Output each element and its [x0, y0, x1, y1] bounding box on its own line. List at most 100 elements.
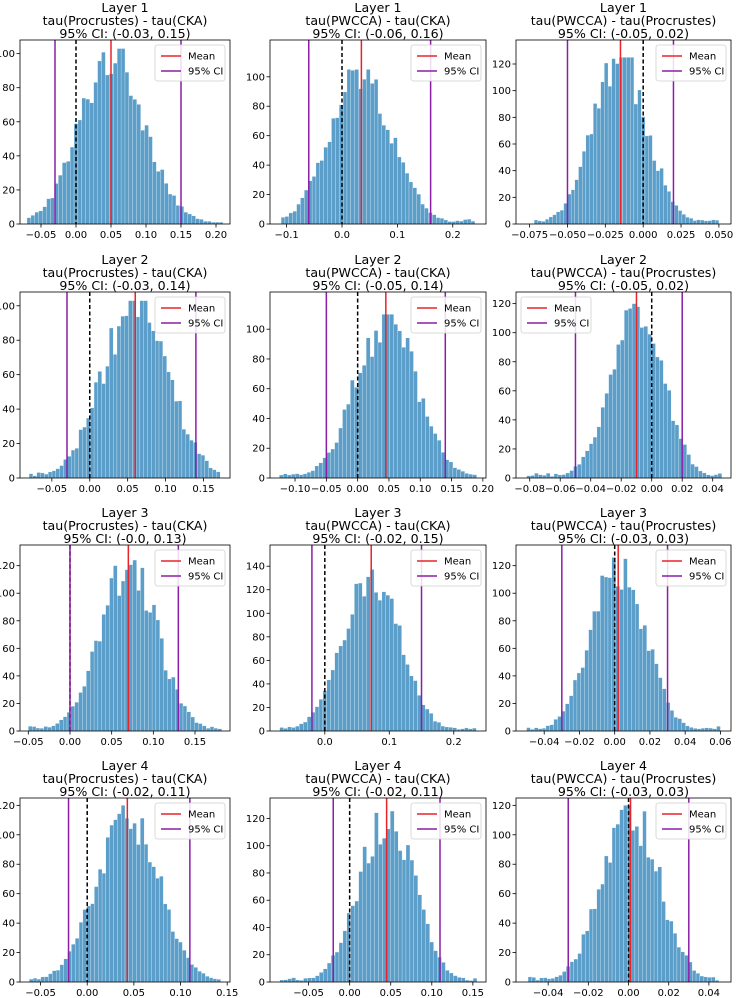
histogram-bar	[638, 628, 644, 732]
histogram-bar	[330, 669, 335, 732]
histogram-bar	[637, 89, 642, 225]
histogram-bar	[397, 850, 403, 983]
histogram-bar	[549, 724, 554, 732]
histogram-bar	[401, 654, 406, 732]
panel-ci-text: 95% CI: (-0.03, 0.14)	[59, 278, 190, 293]
legend: Mean 95% CI	[154, 802, 226, 840]
histogram-bar	[93, 640, 99, 732]
histogram-bar	[393, 137, 398, 225]
legend-box	[655, 44, 727, 82]
x-tick-label: 0.05	[123, 988, 145, 998]
histogram-bar	[314, 465, 319, 479]
histogram-bar	[433, 433, 438, 479]
histogram-bar	[34, 212, 39, 225]
histogram-bar	[124, 72, 130, 225]
histogram-bar	[334, 442, 339, 479]
histogram-bar	[120, 48, 126, 225]
y-tick-label: 120	[246, 814, 265, 825]
histogram-bar	[291, 977, 296, 983]
histogram-bar	[611, 827, 616, 983]
histogram-bar	[682, 444, 687, 479]
panel-title: Layer 4	[101, 758, 148, 773]
histogram-bar	[460, 471, 465, 479]
y-tick-label: 40	[2, 671, 15, 682]
histogram-bar	[646, 857, 651, 983]
legend-label: Mean	[188, 557, 215, 568]
histogram-bar	[623, 805, 628, 983]
histogram-bar	[619, 589, 624, 732]
histogram-bar	[669, 710, 675, 732]
histogram-bar	[148, 136, 153, 225]
histogram-bar	[124, 315, 129, 479]
histogram-bar	[326, 452, 331, 479]
histogram-bar	[370, 83, 375, 225]
y-tick-label: 80	[252, 102, 265, 113]
histogram-bar	[36, 472, 41, 479]
histogram-bar	[698, 470, 703, 479]
axes-frame	[19, 39, 231, 225]
x-tick-label: 0.00	[59, 737, 81, 748]
histogram-bar	[334, 652, 339, 732]
panel-subtitle: tau(PWCCA) - tau(Procrustes)	[531, 771, 717, 786]
histogram-bar	[33, 977, 38, 983]
histogram-bar	[140, 130, 145, 225]
y-tick-label: 100	[246, 325, 265, 336]
legend-box	[410, 549, 482, 587]
legend: Mean 95% CI	[520, 296, 592, 334]
histogram-bar	[90, 903, 95, 983]
legend-label: 95% CI	[444, 67, 479, 78]
x-tick-label: −0.10	[280, 484, 311, 495]
histogram-bar	[166, 371, 171, 479]
histogram-bar	[585, 450, 590, 479]
histogram-bar	[128, 564, 133, 732]
histogram-bar	[429, 713, 434, 732]
histogram-bar	[558, 975, 563, 983]
histogram-bar	[593, 103, 598, 225]
histogram-bar	[663, 185, 668, 225]
histogram-bar	[338, 427, 343, 479]
histogram-bar	[696, 219, 701, 225]
histogram-bars	[29, 805, 221, 983]
histogram-bar	[295, 473, 300, 479]
histogram-bar	[51, 725, 56, 732]
histogram-bar	[557, 474, 562, 479]
histogram-bar	[113, 565, 118, 732]
legend-label: Mean	[444, 52, 471, 63]
y-tick-label: 0	[259, 474, 265, 485]
histogram-bar	[311, 176, 317, 225]
x-tick-label: 0.10	[135, 230, 157, 241]
histogram-bar	[713, 474, 719, 479]
y-tick-label: 40	[2, 919, 15, 930]
histogram-bar	[159, 876, 164, 983]
histogram-bar	[342, 409, 347, 479]
panel-ci-text: 95% CI: (-0.06, 0.16)	[312, 26, 443, 41]
histogram-bar	[132, 559, 137, 732]
histogram-bar	[98, 869, 103, 983]
histogram-bar	[170, 379, 175, 479]
histogram-bar	[369, 356, 375, 479]
histogram-bar	[673, 717, 678, 732]
histogram-bar	[670, 420, 676, 479]
y-tick-label: 100	[0, 301, 15, 312]
histogram-bar	[302, 473, 308, 479]
histogram-bar	[457, 977, 462, 983]
histogram-bar	[643, 326, 648, 479]
histogram-bar	[362, 596, 367, 732]
y-tick-label: 100	[0, 830, 15, 841]
y-tick-label: 40	[2, 405, 15, 416]
y-tick-label: 80	[498, 616, 511, 627]
histogram-bar	[42, 206, 47, 225]
histogram-bar	[201, 973, 206, 983]
x-tick-label: 0.00	[339, 988, 361, 998]
histogram-bar	[452, 727, 457, 732]
histogram-bar	[700, 219, 705, 225]
y-tick-label: 80	[252, 632, 265, 643]
y-tick-label: 40	[498, 671, 511, 682]
histogram-bar	[405, 337, 410, 479]
histogram-bar	[429, 941, 434, 983]
y-tick-label: 60	[252, 656, 265, 667]
histogram-bar	[121, 580, 126, 732]
histogram-bar	[144, 844, 149, 983]
histogram-bar	[592, 611, 597, 732]
x-tick-label: 0.000	[629, 230, 658, 241]
